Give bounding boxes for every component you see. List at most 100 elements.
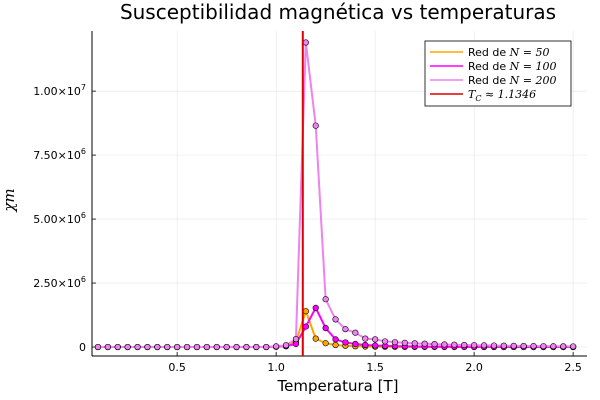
series-3-point [352, 329, 359, 336]
series-2-point [312, 304, 319, 311]
y-tick-label: 0 [79, 341, 86, 354]
series-3-point [312, 122, 319, 129]
series-3-point [570, 343, 577, 350]
y-tick-label: 2.50×106 [33, 275, 86, 290]
series-2-point [332, 336, 339, 343]
x-tick-label: 1.0 [267, 361, 285, 374]
series-3-point [183, 343, 191, 351]
series-3-point [193, 343, 201, 351]
series-3-point [540, 343, 547, 350]
x-axis-label: Temperatura [T] [277, 377, 399, 395]
series-3-point [282, 342, 290, 349]
y-tick-mantissa: 0 [79, 341, 86, 354]
legend-label-prefix: Red de [468, 60, 510, 73]
series-3-point [134, 343, 141, 351]
series-3-point [441, 341, 448, 348]
series-3-point [372, 336, 379, 343]
series-3-point [510, 342, 517, 349]
series-2-point [372, 342, 379, 349]
series-3-point [164, 343, 171, 351]
y-tick-mantissa: 2.50×10 [33, 277, 81, 290]
series-3-point [560, 343, 567, 350]
series-3-point [253, 343, 260, 351]
x-tick-label: 0.5 [168, 361, 186, 374]
series-3-point [223, 343, 230, 351]
x-tick-label: 2.5 [564, 361, 582, 374]
series-3-point [233, 343, 240, 351]
y-tick-exponent: 6 [81, 147, 86, 156]
legend-label-prefix: Red de [468, 74, 510, 87]
series-3-point [292, 336, 300, 343]
series-3-point [332, 316, 339, 323]
y-tick-label: 7.50×106 [33, 147, 86, 162]
series-3-point [174, 343, 181, 351]
x-tick-label: 1.5 [366, 361, 384, 374]
axes-layer: 0.5 1.0 1.5 2.0 2.502.50×1065.00×1067.50×106… [33, 31, 587, 374]
legend-label: Red de N = 100 [468, 60, 557, 73]
series-3-point [381, 338, 389, 345]
series-3-point [342, 326, 349, 333]
series-3-point [451, 341, 458, 348]
series-3-point [302, 39, 309, 46]
legend-label-math: N = 100 [509, 60, 557, 73]
series-1-point [312, 335, 319, 342]
y-tick-exponent: 6 [81, 275, 86, 284]
series-1-point [332, 341, 339, 349]
series-3-point [273, 343, 280, 350]
y-tick-mantissa: 7.50×10 [33, 149, 81, 162]
series-3-point [431, 341, 438, 348]
y-tick-mantissa: 5.00×10 [33, 213, 81, 226]
y-tick-exponent: 7 [81, 83, 86, 92]
y-tick-exponent: 6 [81, 211, 86, 220]
series-3-point [322, 296, 329, 303]
series-3-point [114, 343, 121, 351]
legend-label: TC ≈ 1.1346 [468, 88, 536, 103]
series-3-point [243, 343, 250, 351]
series-3-point [480, 342, 488, 349]
series-3-point [124, 343, 131, 351]
series-3-point [500, 342, 507, 349]
series-3-point [411, 340, 418, 347]
legend-label-value: ≈ 1.1346 [481, 88, 536, 101]
series-3-point [421, 340, 428, 347]
legend-label-prefix: Red de [468, 46, 510, 59]
series-3-point [401, 339, 408, 346]
y-tick-label: 1.00×107 [33, 83, 86, 98]
series-1-point [302, 308, 309, 315]
series-3-point [530, 342, 537, 350]
legend-label-math: N = 200 [509, 74, 557, 87]
series-2-point [302, 323, 309, 330]
y-tick-mantissa: 1.00×10 [33, 85, 81, 98]
legend-label-math: N = 50 [509, 46, 550, 59]
series-2-point [322, 325, 329, 332]
series-3-point [154, 343, 161, 351]
legend-label: Red de N = 200 [468, 74, 557, 87]
series-1-point [322, 340, 329, 347]
series-3-point [144, 343, 151, 351]
series-3-point [104, 343, 111, 351]
series-2-point [362, 341, 369, 349]
series-3-point [461, 341, 468, 349]
series-3-point [94, 343, 102, 351]
series-3-point [362, 335, 369, 342]
series-2-point [352, 340, 359, 348]
series-3-point [490, 342, 498, 349]
chart-title: Susceptibilidad magnética vs temperatura… [120, 0, 556, 24]
plot-layer [94, 39, 577, 351]
series-3-point [520, 342, 527, 350]
series-3-point [391, 339, 399, 346]
legend-label-symbol: T [468, 88, 477, 101]
series-2-point [342, 339, 349, 346]
x-tick-label: 2.0 [465, 361, 483, 374]
legend-label: Red de N = 50 [468, 46, 550, 59]
series-3-point [203, 343, 210, 351]
legend-label-subscript: C [475, 94, 481, 103]
series-3-point [471, 342, 478, 349]
series-3-point [263, 343, 270, 351]
series-3-point [550, 343, 557, 350]
y-axis-label: χm [0, 188, 18, 212]
y-tick-label: 5.00×106 [33, 211, 86, 226]
